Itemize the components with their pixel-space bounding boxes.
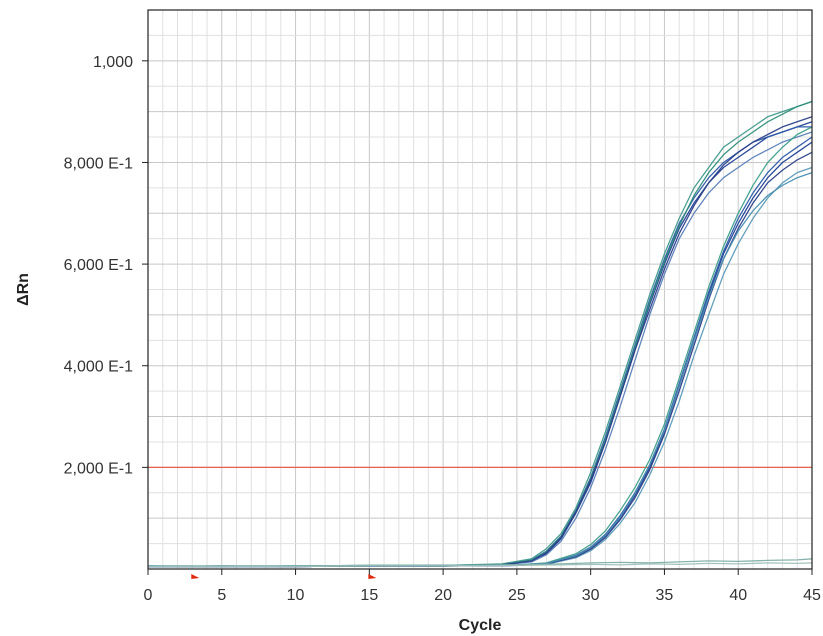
x-tick-label: 0 [144,587,153,604]
series-line-5 [147,131,813,568]
baseline-marker [368,574,377,579]
y-tick-label: 4,000 E-1 [64,359,133,376]
baseline-markers [191,574,377,579]
series-line-12 [147,171,813,568]
x-axis-ticks: 0 5 10 15 20 25 30 35 40 45 [144,569,821,604]
x-tick-label: 5 [217,587,226,604]
y-tick-label: 1,000 [93,54,133,71]
series-line-6 [148,116,813,568]
x-axis-label: Cycle [459,617,502,634]
series-line-9 [148,126,813,567]
series-line-4 [148,100,813,568]
y-axis-ticks: 2,000 E-1 4,000 E-1 6,000 E-1 8,000 E-1 1,00… [64,54,148,477]
x-tick-label: 15 [360,587,378,604]
y-axis-label: ΔRn [15,273,32,306]
series-lines [147,100,813,568]
series-line-8 [147,136,813,568]
series-line-2 [147,126,812,568]
grid [148,10,812,569]
series-line-14 [148,562,813,568]
x-tick-label: 25 [508,587,526,604]
series-line-11 [148,151,813,568]
y-tick-label: 6,000 E-1 [64,257,133,274]
series-line-10 [148,166,813,568]
x-tick-label: 20 [434,587,452,604]
baseline-marker [191,574,200,579]
y-tick-label: 2,000 E-1 [64,460,133,477]
x-tick-label: 35 [656,587,674,604]
series-line-7 [148,141,813,568]
x-tick-label: 40 [729,587,747,604]
plot-frame [147,9,813,570]
y-tick-label: 8,000 E-1 [64,155,133,172]
x-tick-label: 10 [287,587,305,604]
x-tick-label: 45 [803,587,821,604]
x-tick-label: 30 [582,587,600,604]
series-line-3 [148,100,813,567]
